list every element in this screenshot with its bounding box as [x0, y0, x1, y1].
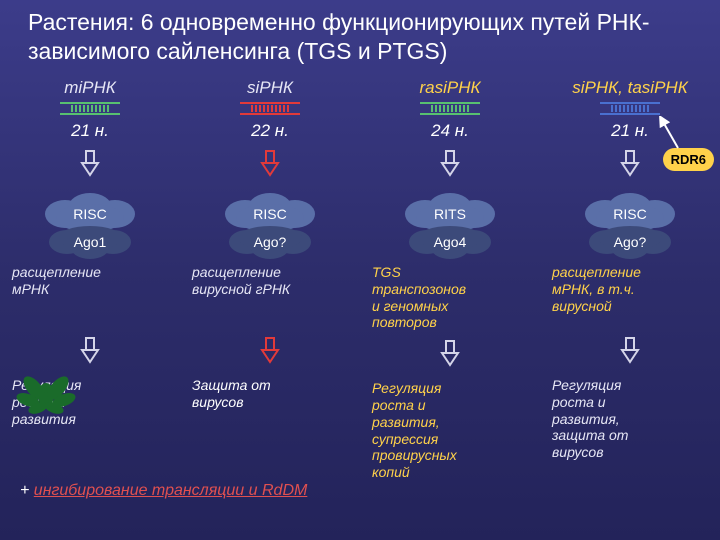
- pathway-column: rasiРНК 24 н. RITS Ago4 TGS транспо: [360, 78, 540, 481]
- complex-label: RITS: [395, 206, 505, 222]
- arrow-down-icon: [256, 336, 284, 364]
- rdr6-arrow-icon: [656, 116, 684, 150]
- ago-label: Ago1: [35, 234, 145, 250]
- outcome-text: Защита от вирусов: [186, 377, 354, 411]
- risc-cloud: RISC Ago?: [575, 192, 685, 262]
- complex-label: RISC: [215, 206, 325, 222]
- arrow-down-icon: [616, 149, 644, 177]
- rna-type-label: siРНК: [247, 78, 293, 100]
- risc-cloud: RITS Ago4: [395, 192, 505, 262]
- ago-label: Ago4: [395, 234, 505, 250]
- arrow-down-icon: [76, 149, 104, 177]
- outcome-text: Регуляция роста и развития, защита от ви…: [546, 377, 714, 461]
- arrow-down-icon: [436, 339, 464, 367]
- nt-length-label: 22 н.: [251, 121, 289, 141]
- outcome-text: Регуляция роста и развития, супрессия пр…: [366, 380, 534, 481]
- dsrna-icon: [600, 102, 660, 115]
- risc-cloud: RISC Ago?: [215, 192, 325, 262]
- plant-icon: [16, 360, 76, 420]
- footnote-plus: +: [20, 482, 34, 499]
- dsrna-icon: [240, 102, 300, 115]
- footnote-text: ингибирование трансляции и RdDM: [34, 482, 308, 499]
- page-title: Растения: 6 одновременно функционирующих…: [0, 0, 720, 66]
- arrow-down-icon: [256, 149, 284, 177]
- rna-type-label: miРНК: [64, 78, 116, 100]
- mechanism-text: расщепление мРНК, в т.ч. вирусной: [546, 264, 714, 328]
- rna-type-label: siРНК, tasiРНК: [572, 78, 687, 100]
- pathway-column: miРНК 21 н. RISC Ago1 расщепление м: [0, 78, 180, 481]
- mechanism-text: расщепление вирусной гРНК: [186, 264, 354, 328]
- rdr6-badge: RDR6: [663, 148, 714, 171]
- nt-length-label: 21 н.: [611, 121, 649, 141]
- footnote: + ингибирование трансляции и RdDM: [20, 482, 307, 500]
- dsrna-icon: [60, 102, 120, 115]
- nt-length-label: 21 н.: [71, 121, 109, 141]
- mechanism-text: расщепление мРНК: [6, 264, 174, 328]
- dsrna-icon: [420, 102, 480, 115]
- arrow-down-icon: [436, 149, 464, 177]
- pathway-column: siРНК 22 н. RISC Ago? расщепление в: [180, 78, 360, 481]
- arrow-down-icon: [616, 336, 644, 364]
- rna-type-label: rasiРНК: [419, 78, 480, 100]
- ago-label: Ago?: [215, 234, 325, 250]
- complex-label: RISC: [35, 206, 145, 222]
- pathways-grid: miРНК 21 н. RISC Ago1 расщепление м: [0, 78, 720, 481]
- complex-label: RISC: [575, 206, 685, 222]
- ago-label: Ago?: [575, 234, 685, 250]
- pathway-column: siРНК, tasiРНК 21 н. RISC Ago? расщ: [540, 78, 720, 481]
- risc-cloud: RISC Ago1: [35, 192, 145, 262]
- nt-length-label: 24 н.: [431, 121, 469, 141]
- mechanism-text: TGS транспозонов и геномных повторов: [366, 264, 534, 331]
- arrow-down-icon: [76, 336, 104, 364]
